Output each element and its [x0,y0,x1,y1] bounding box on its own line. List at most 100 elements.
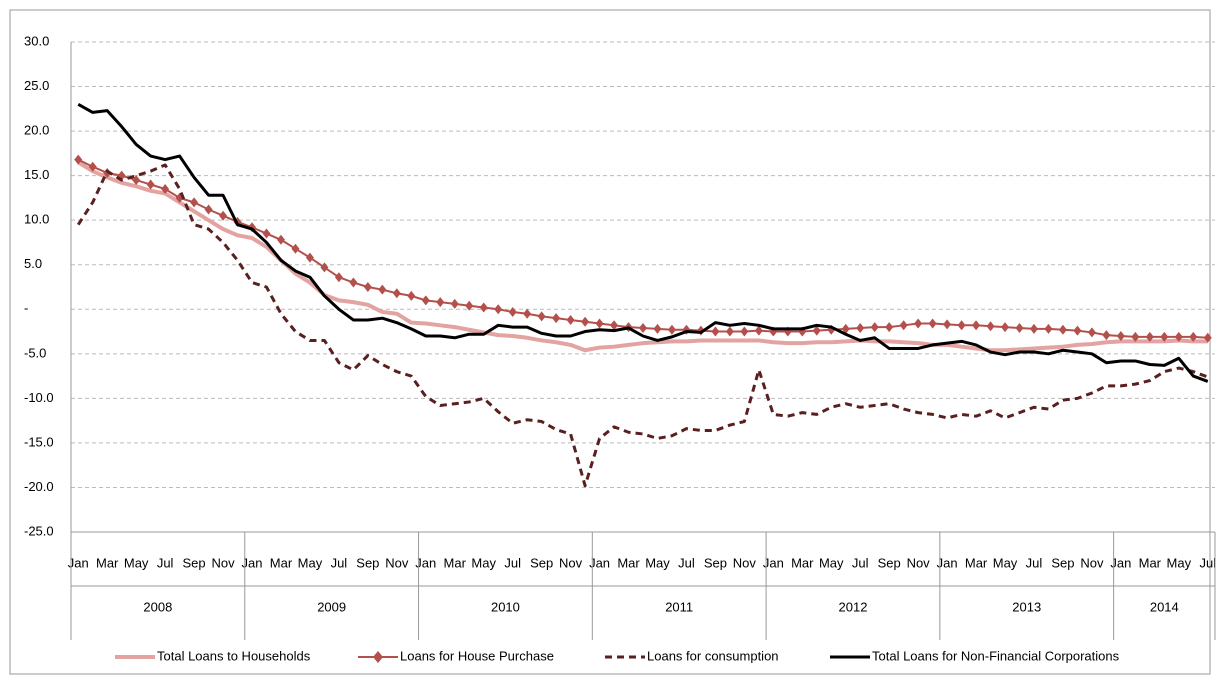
x-tick-label: Sep [183,555,206,570]
marker [639,322,647,333]
x-tick-label: Sep [1051,555,1074,570]
y-tick-label: 30.0 [24,33,49,48]
marker [146,179,155,190]
y-tick-label: -15.0 [24,434,54,449]
legend-label: Total Loans to Households [157,648,311,663]
marker [610,320,619,331]
x-tick-label: May [124,555,149,570]
marker [928,318,937,329]
x-group-label: 2012 [839,599,868,614]
x-tick-label: Mar [270,555,293,570]
marker [305,252,314,263]
marker [88,161,97,172]
y-tick-label: -20.0 [24,479,54,494]
marker [552,313,561,324]
marker [494,304,503,315]
marker [972,320,981,331]
marker [581,316,590,327]
x-tick-label: Jan [415,555,436,570]
marker [957,320,966,331]
x-tick-label: Mar [965,555,988,570]
x-tick-label: Nov [907,555,931,570]
x-tick-label: Jul [678,555,695,570]
marker [1131,331,1140,342]
x-tick-label: Nov [211,555,235,570]
x-tick-label: Sep [356,555,379,570]
marker [392,288,401,299]
x-group-label: 2010 [491,599,520,614]
marker [885,322,894,333]
marker [190,197,199,208]
x-tick-label: Nov [733,555,757,570]
marker [276,234,285,245]
marker [899,320,908,331]
marker [1087,327,1096,338]
marker [1102,330,1111,341]
x-tick-label: Mar [96,555,119,570]
marker [103,167,112,178]
marker [1073,325,1082,336]
legend-label: Loans for House Purchase [400,648,554,663]
x-tick-label: May [298,555,323,570]
marker [754,325,763,336]
y-tick-label: 20.0 [24,123,49,138]
y-tick-label: - [24,301,28,316]
marker [1058,324,1067,335]
x-tick-label: Jan [937,555,958,570]
marker [378,284,387,295]
x-tick-label: Jul [331,555,348,570]
x-tick-label: Sep [704,555,727,570]
marker [711,326,720,337]
x-tick-label: Jul [504,555,521,570]
series-line [77,103,1209,383]
x-tick-label: Jul [1026,555,1043,570]
y-tick-label: -10.0 [24,390,54,405]
x-tick-label: Sep [878,555,901,570]
y-tick-label: -5.0 [24,345,46,360]
marker [740,326,749,337]
x-tick-label: Jul [1199,555,1216,570]
marker [812,325,821,336]
y-tick-label: -25.0 [24,523,54,538]
marker [1160,331,1169,342]
x-tick-label: May [645,555,670,570]
marker [334,272,343,283]
marker [161,184,170,194]
marker [1015,322,1024,333]
x-tick-label: Jan [763,555,784,570]
x-tick-label: May [993,555,1018,570]
x-tick-label: Jan [589,555,610,570]
marker [508,306,517,317]
marker [1116,331,1125,341]
marker [1203,332,1212,343]
legend-label: Total Loans for Non-Financial Corporatio… [872,648,1120,663]
marker [841,323,850,334]
x-group-label: 2008 [143,599,172,614]
marker [421,295,430,306]
marker [320,262,329,273]
x-tick-label: Jan [68,555,89,570]
y-tick-label: 25.0 [24,78,49,93]
marker [986,321,995,332]
chart-border [9,9,1211,675]
marker [407,290,416,301]
y-tick-label: 10.0 [24,212,49,227]
marker [725,326,734,337]
marker [363,282,372,292]
marker [566,314,575,325]
legend-marker [373,651,383,663]
x-tick-label: Jul [852,555,869,570]
marker [74,154,83,165]
x-tick-label: Nov [385,555,409,570]
marker [479,302,488,313]
x-group-label: 2014 [1150,599,1179,614]
marker [667,324,676,335]
marker [291,243,300,254]
x-tick-label: Mar [444,555,467,570]
y-tick-label: 5.0 [24,256,42,271]
x-group-label: 2011 [665,599,693,614]
marker [262,228,271,239]
x-tick-label: Mar [617,555,640,570]
x-tick-label: Sep [530,555,553,570]
